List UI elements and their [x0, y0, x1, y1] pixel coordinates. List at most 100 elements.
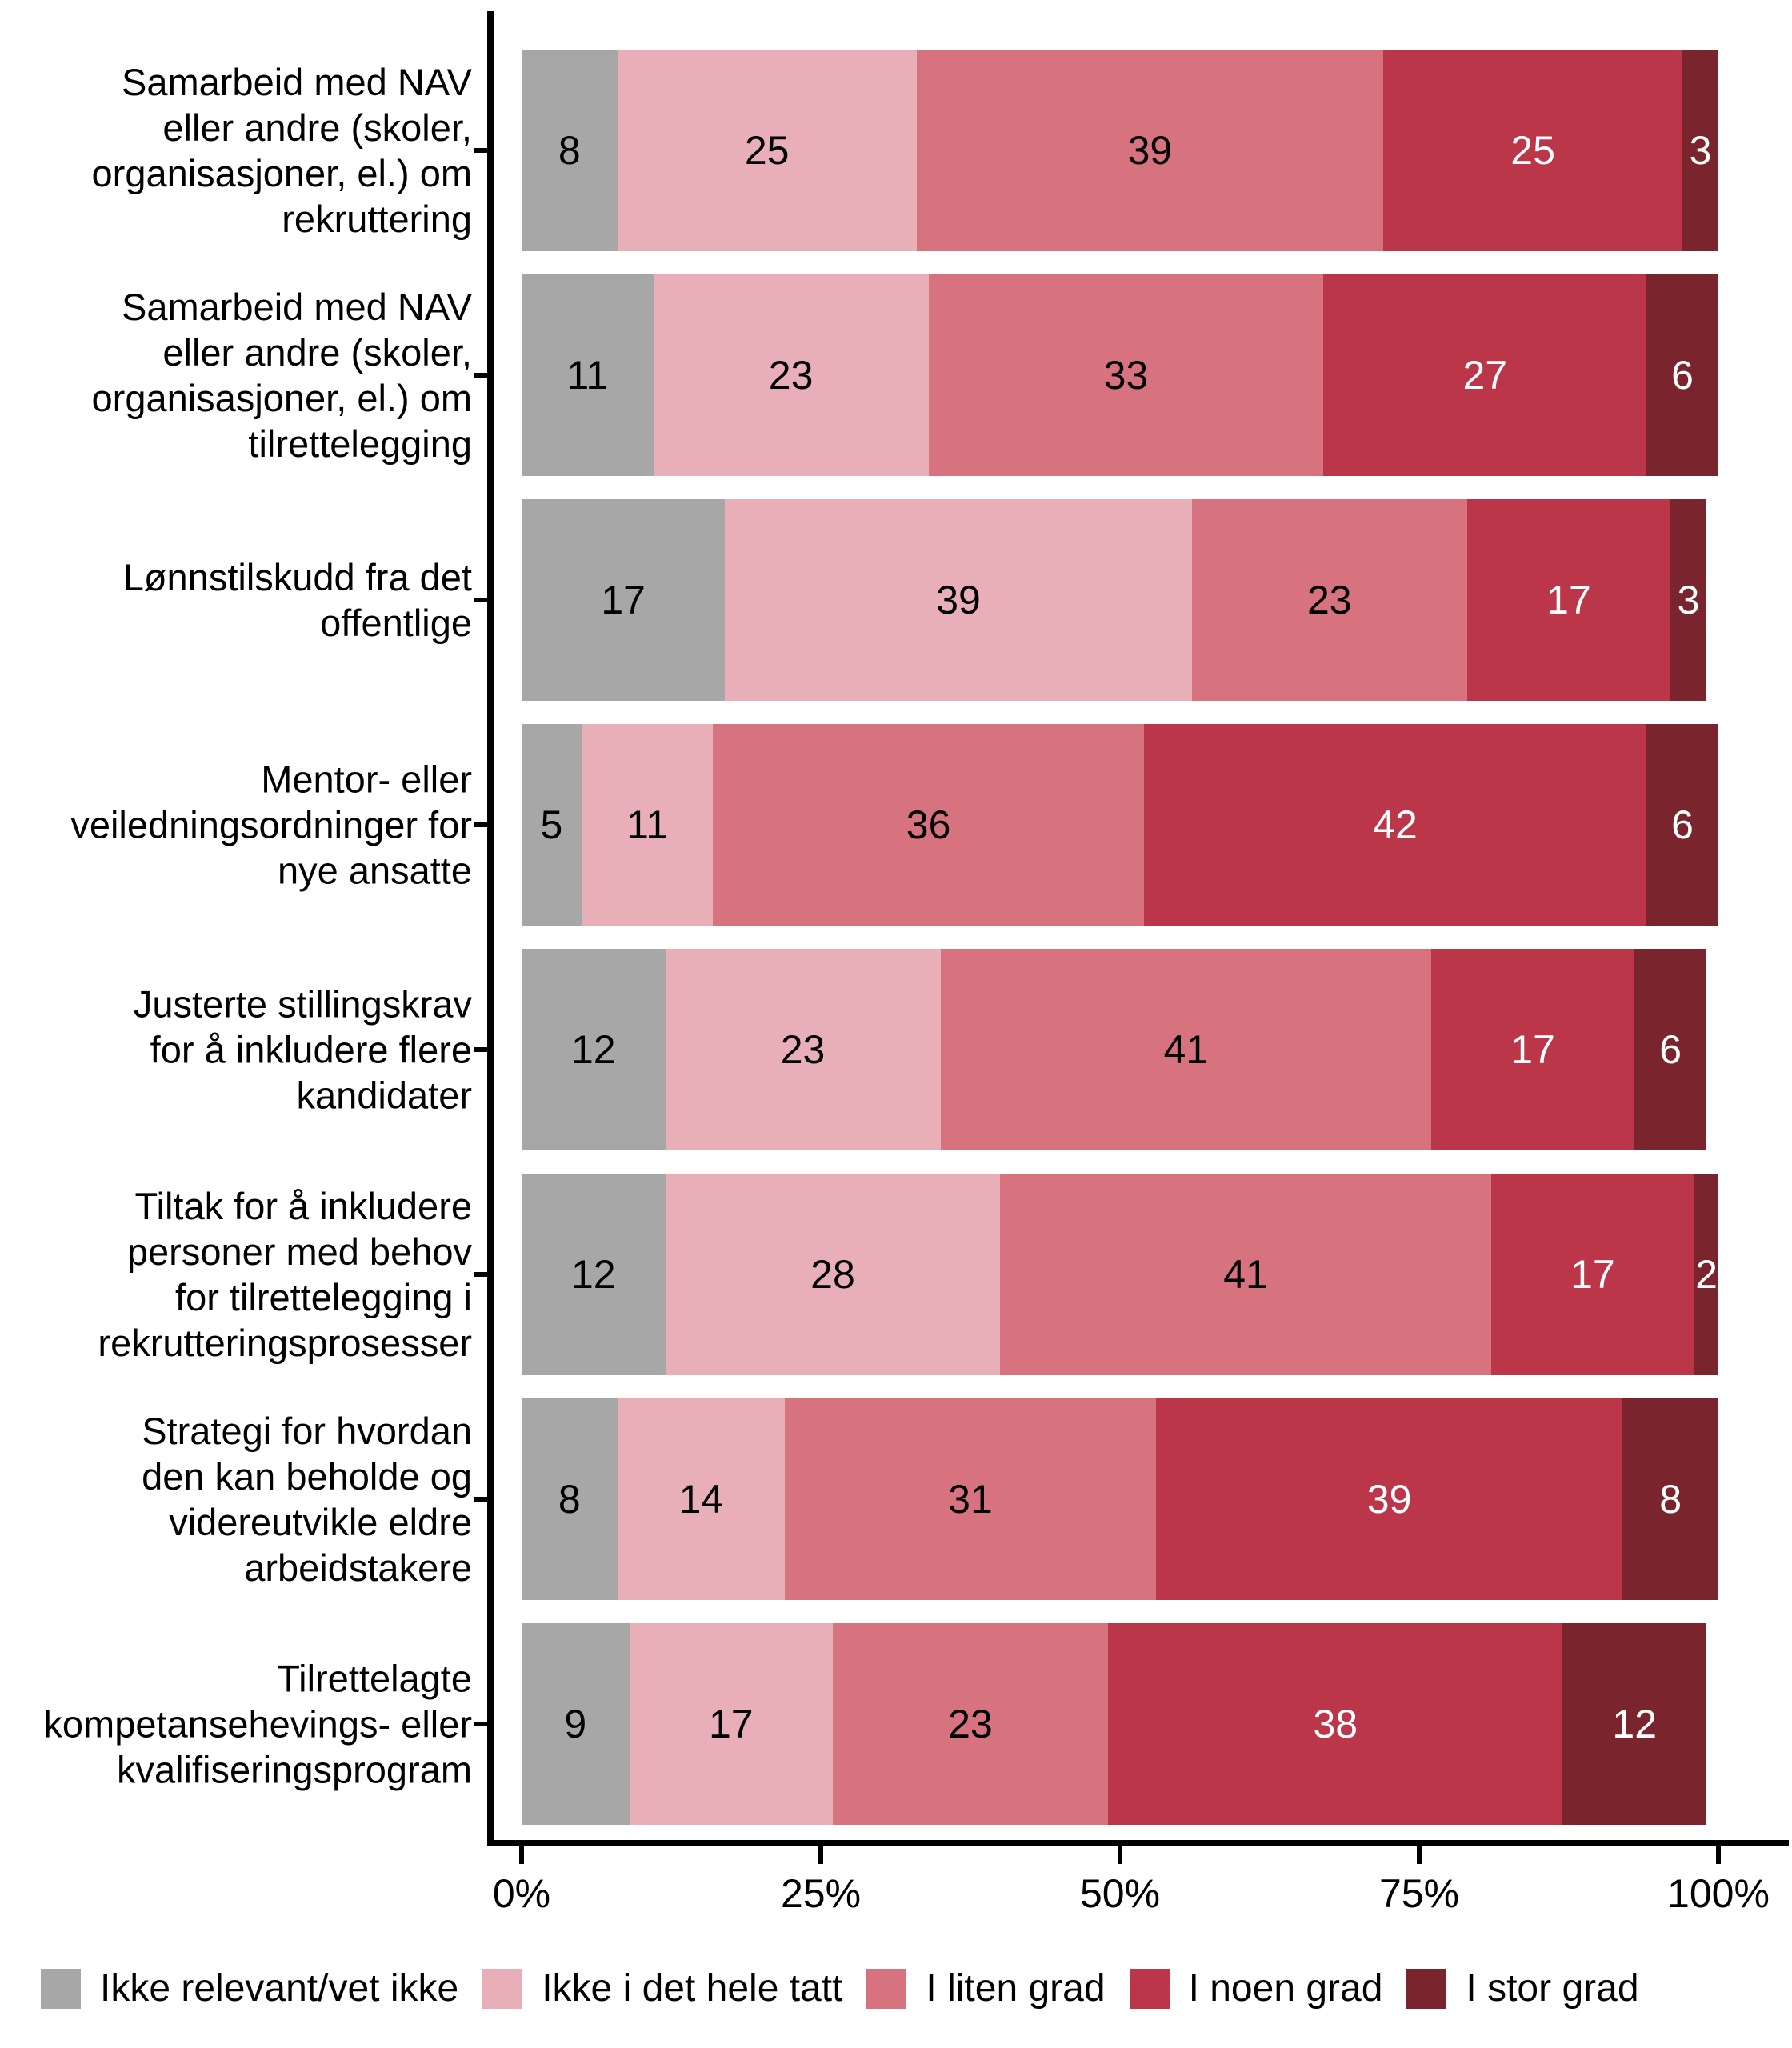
stacked-bar: 8 25 39 25 3: [522, 50, 1718, 251]
bar-segment: 11: [581, 724, 714, 926]
bar-row: Tiltak for å inkludere personer med beho…: [0, 1174, 1792, 1375]
bar-segment: 23: [832, 1623, 1109, 1825]
x-axis-tick-label: 0%: [492, 1871, 551, 1916]
legend-label: I stor grad: [1466, 1967, 1639, 2010]
value-label: 17: [1546, 578, 1591, 622]
legend: Ikke relevant/vet ikke Ikke i det hele ta…: [41, 1966, 1768, 2010]
bar-segment: 36: [713, 724, 1144, 926]
value-label: 6: [1671, 802, 1694, 847]
bar-segment: 38: [1108, 1623, 1563, 1825]
value-label: 25: [744, 128, 790, 173]
category-label: Justerte stillingskrav for å inkludere f…: [133, 982, 472, 1117]
x-axis-tick: [818, 1846, 823, 1864]
bar-row: Samarbeid med NAV eller andre (skoler, o…: [0, 274, 1792, 476]
bar-segment: 31: [785, 1398, 1156, 1600]
bar-segment: 17: [522, 499, 726, 701]
value-label: 41: [1163, 1027, 1209, 1072]
value-label: 17: [708, 1702, 754, 1746]
legend-swatch: [1406, 1968, 1447, 2009]
bar-row: Justerte stillingskrav for å inkludere f…: [0, 949, 1792, 1150]
legend-label: Ikke i det hele tatt: [542, 1967, 843, 2010]
x-axis-tick-label: 50%: [1079, 1871, 1161, 1916]
bar-segment: 39: [725, 499, 1192, 701]
y-axis-tick: [474, 1497, 487, 1502]
stacked-bar: 11 23 33 27 6: [522, 274, 1718, 476]
bar-row: Lønnstilskudd fra det offentlige 17 39 23 17…: [0, 499, 1792, 701]
bar-segment: 27: [1323, 274, 1647, 476]
value-label: 8: [558, 1477, 581, 1522]
value-label: 23: [780, 1027, 826, 1072]
y-axis-line: [487, 11, 494, 1846]
value-label: 38: [1313, 1702, 1358, 1746]
y-axis-tick: [474, 148, 487, 153]
bar-segment: 33: [928, 274, 1324, 476]
bar-segment: 41: [1000, 1174, 1491, 1375]
value-label: 42: [1373, 802, 1418, 847]
x-axis-tick: [519, 1846, 524, 1864]
legend-item: I liten grad: [866, 1966, 1106, 2010]
x-axis-tick-label: 25%: [780, 1871, 862, 1916]
value-label: 17: [601, 578, 646, 622]
bar-segment: 6: [1634, 949, 1707, 1150]
value-label: 39: [936, 578, 981, 622]
bar-row: Mentor- eller veiledningsordninger for n…: [0, 724, 1792, 926]
bar-segment: 6: [1646, 724, 1718, 926]
bar-segment: 17: [1490, 1174, 1695, 1375]
y-axis-tick: [474, 598, 487, 602]
bar-segment: 8: [522, 50, 618, 251]
bar-segment: 14: [617, 1398, 786, 1600]
bar-segment: 3: [1682, 50, 1718, 251]
bar-segment: 11: [522, 274, 654, 476]
stacked-bar: 12 28 41 17 2: [522, 1174, 1718, 1375]
value-label: 11: [626, 802, 669, 847]
value-label: 2: [1695, 1252, 1718, 1297]
legend-item: Ikke i det hele tatt: [482, 1966, 842, 2010]
category-label: Samarbeid med NAV eller andre (skoler, o…: [91, 286, 472, 465]
bar-segment: 41: [940, 949, 1431, 1150]
x-axis-tick: [1417, 1846, 1422, 1864]
bar-segment: 23: [665, 949, 941, 1150]
value-label: 36: [906, 802, 951, 847]
value-label: 5: [540, 802, 563, 847]
value-label: 17: [1570, 1252, 1615, 1297]
bar-segment: 6: [1646, 274, 1718, 476]
y-axis-tick: [474, 1047, 487, 1052]
y-axis-tick: [474, 373, 487, 378]
legend-swatch: [41, 1968, 81, 2009]
bar-segment: 23: [1191, 499, 1467, 701]
bar-segment: 17: [1466, 499, 1671, 701]
value-label: 11: [566, 353, 609, 398]
stacked-bar: 9 17 23 38 12: [522, 1623, 1706, 1825]
x-axis-tick: [1118, 1846, 1122, 1864]
category-label: Samarbeid med NAV eller andre (skoler, o…: [91, 61, 472, 240]
value-label: 3: [1689, 128, 1712, 173]
legend-item: Ikke relevant/vet ikke: [41, 1966, 458, 2010]
value-label: 39: [1366, 1477, 1412, 1522]
value-label: 12: [570, 1252, 616, 1297]
value-label: 28: [810, 1252, 855, 1297]
bar-segment: 25: [617, 50, 917, 251]
bar-segment: 8: [522, 1398, 618, 1600]
value-label: 27: [1462, 353, 1508, 398]
stacked-bar: 12 23 41 17 6: [522, 949, 1707, 1150]
bar-segment: 12: [1562, 1623, 1706, 1825]
value-label: 39: [1127, 128, 1173, 173]
value-label: 25: [1510, 128, 1555, 173]
legend-swatch: [482, 1968, 523, 2009]
stacked-bar: 8 14 31 39 8: [522, 1398, 1718, 1600]
legend-label: Ikke relevant/vet ikke: [100, 1967, 459, 2010]
x-axis-tick-label: 75%: [1378, 1871, 1460, 1916]
value-label: 8: [1659, 1477, 1682, 1522]
bar-segment: 2: [1694, 1174, 1718, 1375]
bar-segment: 17: [629, 1623, 833, 1825]
stacked-bar: 5 11 36 42 6: [522, 724, 1718, 926]
bar-segment: 8: [1622, 1398, 1718, 1600]
x-axis-line: [487, 1840, 1789, 1846]
value-label: 9: [564, 1702, 587, 1746]
bar-segment: 9: [522, 1623, 630, 1825]
bar-segment: 3: [1670, 499, 1707, 701]
value-label: 8: [558, 128, 581, 173]
bar-segment: 17: [1430, 949, 1635, 1150]
legend-label: I noen grad: [1188, 1967, 1383, 2010]
